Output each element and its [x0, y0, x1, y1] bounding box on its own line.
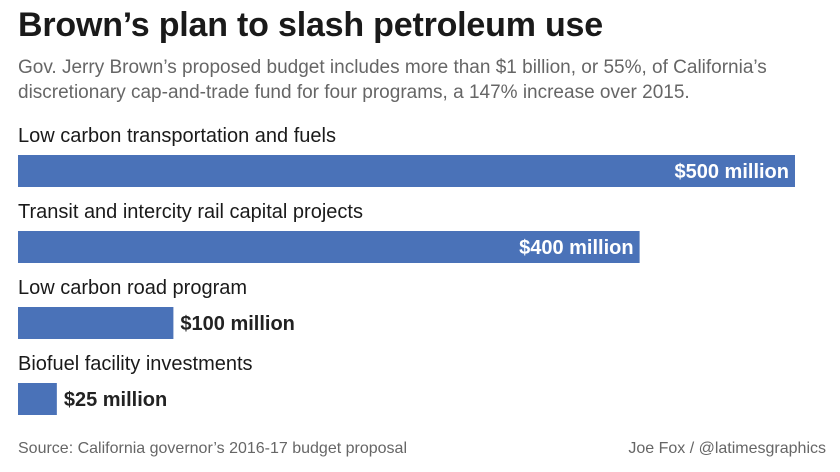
- credit-note: Joe Fox / @latimesgraphics: [628, 440, 826, 457]
- category-label: Biofuel facility investments: [18, 353, 253, 375]
- category-label: Low carbon transportation and fuels: [18, 125, 336, 147]
- category-label: Low carbon road program: [18, 277, 247, 299]
- value-label: $100 million: [180, 313, 295, 335]
- value-label: $25 million: [64, 389, 167, 411]
- value-label: $500 million: [675, 161, 790, 183]
- bar: [18, 231, 640, 263]
- chart-subtitle: Gov. Jerry Brown’s proposed budget inclu…: [18, 57, 767, 103]
- bar: [18, 307, 174, 339]
- bar: [18, 155, 795, 187]
- value-label: $400 million: [519, 237, 634, 259]
- bar: [18, 383, 57, 415]
- category-label: Transit and intercity rail capital proje…: [18, 201, 363, 223]
- chart-title: Brown’s plan to slash petroleum use: [18, 6, 603, 44]
- source-note: Source: California governor’s 2016-17 bu…: [18, 440, 407, 457]
- bar-chart: Low carbon transportation and fuels $500 …: [18, 125, 795, 415]
